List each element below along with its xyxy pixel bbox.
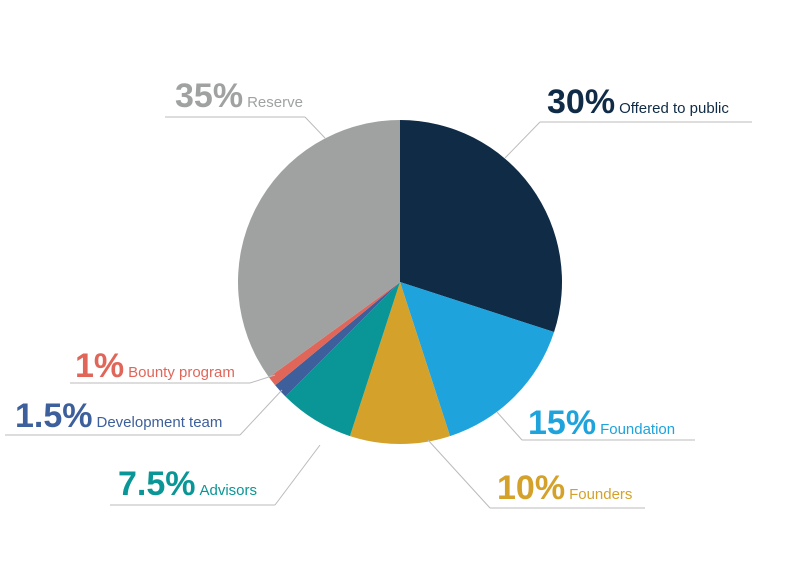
leader-line [239,389,283,436]
pie-slice [349,282,451,444]
pie-slice [268,282,400,386]
slice-percent: 30% [547,83,615,121]
slice-label: 10% Founders [497,469,632,507]
slice-percent: 1.5% [15,397,93,435]
slice-label: 35% Reserve [175,77,303,115]
pie-slice [275,282,400,397]
pie-slice [400,282,555,437]
slice-name: Bounty program [128,364,235,381]
slice-label: 30% Offered to public [547,83,729,121]
slice-name: Foundation [600,421,675,438]
leader-line [304,116,326,139]
slice-label: 1% Bounty program [75,347,235,385]
pie-slice [400,120,562,333]
leader-line [249,374,276,384]
leader-line [496,411,523,441]
slice-percent: 15% [528,404,596,442]
slice-name: Reserve [247,94,303,111]
slice-percent: 10% [497,469,565,507]
slice-name: Offered to public [619,100,729,117]
pie-slice [237,120,400,378]
leader-line [504,121,541,159]
slice-percent: 7.5% [118,465,196,503]
slice-percent: 35% [175,77,243,115]
pie-slice [285,282,400,437]
leader-line [274,444,321,506]
slice-label: 7.5% Advisors [118,465,257,503]
slice-percent: 1% [75,347,124,385]
slice-name: Founders [569,486,632,503]
slice-name: Advisors [200,482,258,499]
slice-name: Development team [97,414,223,431]
leader-line [427,439,491,509]
slice-label: 15% Foundation [528,404,675,442]
slice-label: 1.5% Development team [15,397,222,435]
